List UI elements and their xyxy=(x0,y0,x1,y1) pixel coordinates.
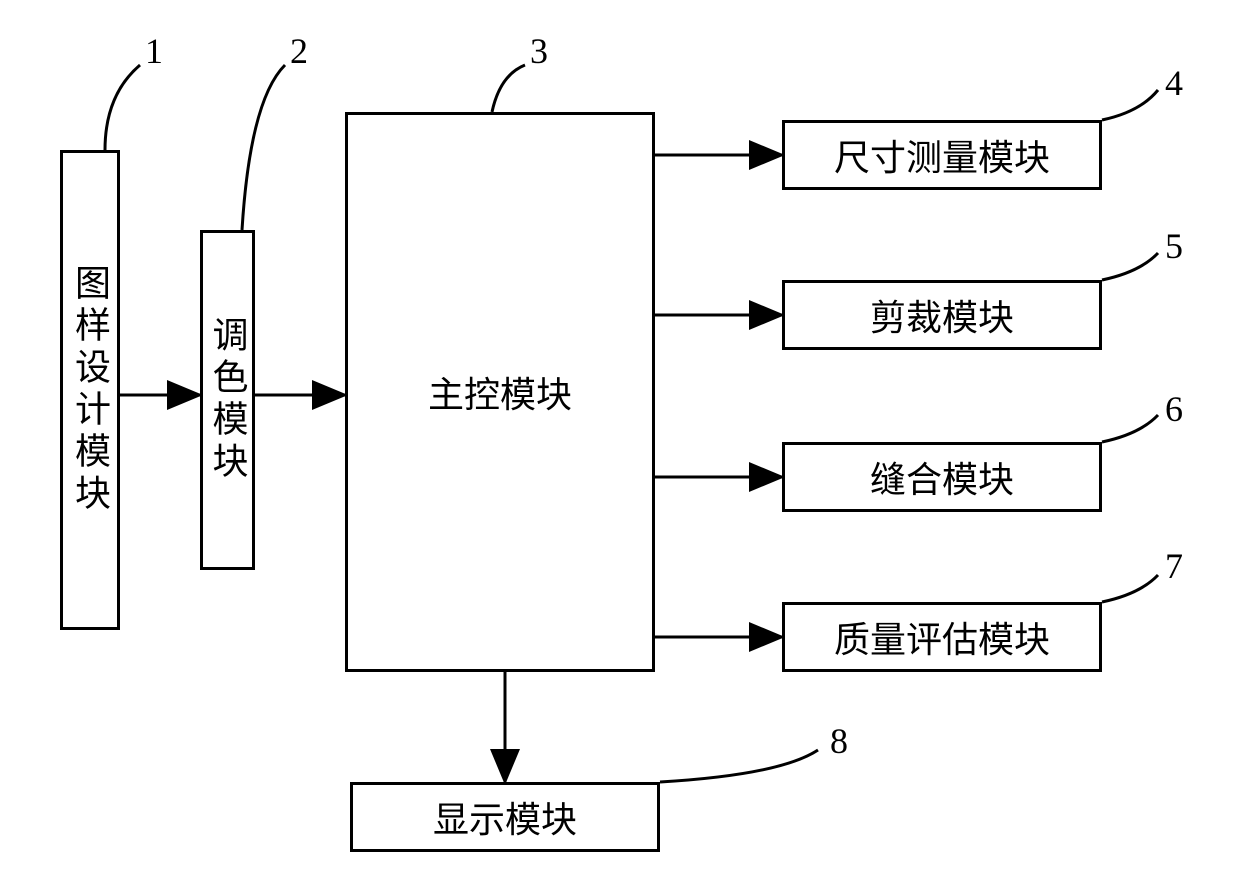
leader-2 xyxy=(242,65,285,230)
leader-4 xyxy=(1102,90,1158,120)
node-number-1: 1 xyxy=(145,30,163,72)
node-number-8: 8 xyxy=(830,720,848,762)
node-dimension-measure: 尺寸测量模块 xyxy=(782,120,1102,190)
leader-5 xyxy=(1102,253,1158,280)
node-display: 显示模块 xyxy=(350,782,660,852)
node-color-adjust: 调色模块 xyxy=(200,230,255,570)
node-label: 图样设计模块 xyxy=(64,264,116,516)
node-number-2: 2 xyxy=(290,30,308,72)
node-label: 调色模块 xyxy=(202,316,254,484)
node-label: 缝合模块 xyxy=(870,451,1014,503)
node-label: 质量评估模块 xyxy=(834,611,1050,663)
node-number-4: 4 xyxy=(1165,62,1183,104)
leader-8 xyxy=(660,750,818,782)
leader-1 xyxy=(105,65,140,150)
leader-7 xyxy=(1102,575,1158,602)
leader-6 xyxy=(1102,415,1158,442)
node-cut: 剪裁模块 xyxy=(782,280,1102,350)
node-number-5: 5 xyxy=(1165,225,1183,267)
node-quality-evaluate: 质量评估模块 xyxy=(782,602,1102,672)
node-number-3: 3 xyxy=(530,30,548,72)
node-label: 主控模块 xyxy=(428,366,572,418)
node-pattern-design: 图样设计模块 xyxy=(60,150,120,630)
node-main-control: 主控模块 xyxy=(345,112,655,672)
leader-3 xyxy=(492,65,525,112)
node-label: 尺寸测量模块 xyxy=(834,129,1050,181)
node-number-7: 7 xyxy=(1165,545,1183,587)
node-sew: 缝合模块 xyxy=(782,442,1102,512)
node-label: 显示模块 xyxy=(433,791,577,843)
node-label: 剪裁模块 xyxy=(870,289,1014,341)
node-number-6: 6 xyxy=(1165,388,1183,430)
